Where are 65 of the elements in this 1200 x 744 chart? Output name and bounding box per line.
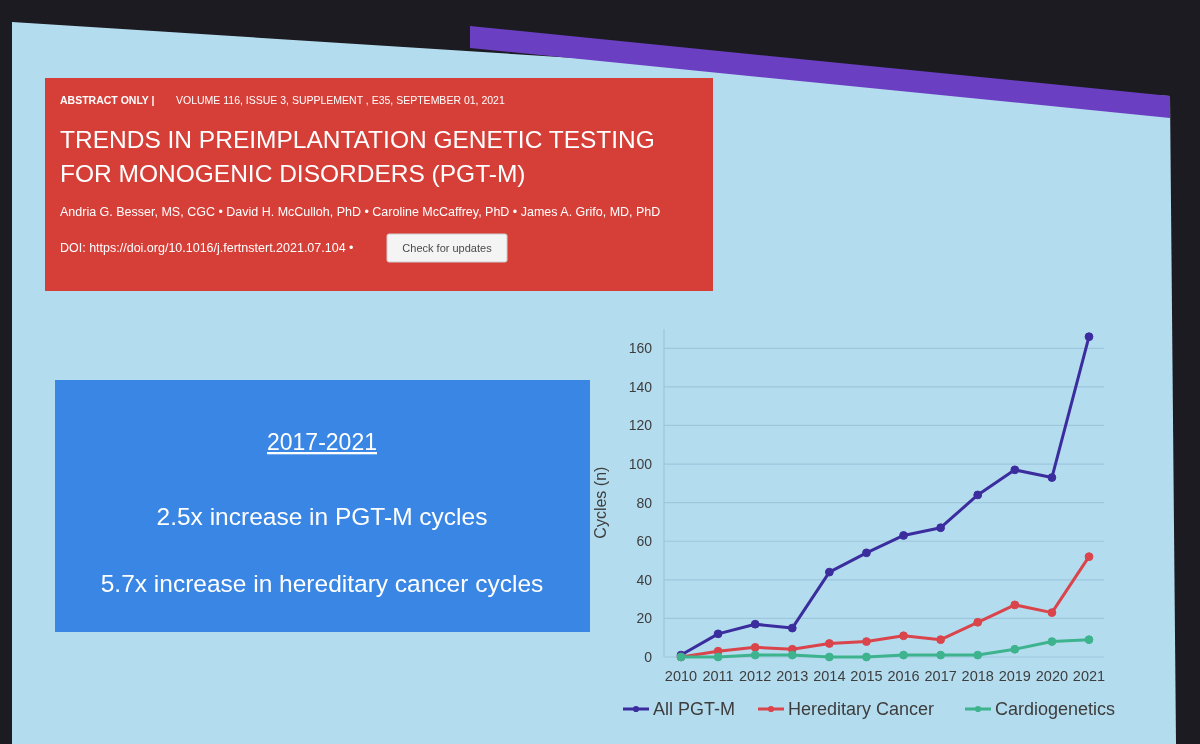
x-tick-label: 2021 bbox=[1072, 668, 1106, 684]
point bbox=[1010, 600, 1020, 610]
point bbox=[824, 652, 834, 662]
text: Andria G. Besser, MS, CGC • David H. McCulloh, PhD • Caroline McCaffrey, PhD • James A. Grifo, MD, PhD bbox=[60, 205, 661, 219]
y-tick-label: 0 bbox=[644, 648, 653, 665]
point bbox=[1084, 635, 1094, 645]
text: TRENDS IN PREIMPLANTATION GENETIC TESTING FOR MONOGENIC DISORDERS (PGT-M) bbox=[60, 126, 655, 187]
legend-label: Hereditary Cancer bbox=[788, 699, 935, 719]
x-tick-label: 2012 bbox=[739, 668, 772, 684]
y-tick-label: 140 bbox=[628, 378, 653, 395]
x-tick-label: 2019 bbox=[998, 668, 1031, 684]
x-tick-label: 2011 bbox=[702, 668, 734, 684]
y-tick-label: 160 bbox=[628, 340, 653, 357]
point bbox=[973, 650, 983, 660]
x-tick-label: 2013 bbox=[776, 668, 809, 684]
x-tick-label: 2018 bbox=[961, 668, 994, 684]
point bbox=[973, 490, 983, 500]
point bbox=[899, 531, 908, 540]
point bbox=[750, 650, 760, 660]
text: 5.7x increase in hereditary cancer cycles bbox=[100, 570, 544, 597]
x-tick-label: 2010 bbox=[664, 668, 698, 684]
y-tick-label: 100 bbox=[628, 455, 653, 472]
y-axis-title: Cycles (n) bbox=[592, 466, 609, 539]
point bbox=[1010, 644, 1020, 654]
point bbox=[713, 652, 723, 662]
text: 2.5x increase in PGT-M cycles bbox=[156, 503, 488, 530]
point bbox=[1047, 637, 1057, 646]
y-tick-label: 20 bbox=[636, 610, 653, 627]
point bbox=[973, 617, 983, 627]
point bbox=[824, 639, 834, 648]
x-tick-label: 2016 bbox=[887, 668, 920, 684]
text: ABSTRACT ONLY | bbox=[60, 94, 155, 106]
point bbox=[787, 650, 797, 660]
text: VOLUME 116, ISSUE 3, SUPPLEMENT , E35, SEPTEMBER 01, 2021 bbox=[176, 94, 505, 106]
point bbox=[899, 631, 908, 641]
point bbox=[1010, 465, 1020, 475]
point bbox=[862, 637, 871, 646]
point bbox=[1047, 473, 1057, 482]
text: Check for updates bbox=[402, 242, 493, 254]
point bbox=[862, 548, 871, 558]
y-tick-label: 60 bbox=[636, 533, 653, 550]
point bbox=[1047, 608, 1057, 618]
x-tick-label: 2017 bbox=[924, 668, 957, 684]
legend-label: All PGT-M bbox=[653, 699, 736, 719]
point bbox=[787, 623, 797, 633]
legend-label: Cardiogenetics bbox=[995, 699, 1116, 719]
x-tick-label: 2014 bbox=[813, 668, 846, 684]
point bbox=[1084, 332, 1094, 342]
point bbox=[1084, 552, 1094, 562]
x-tick-label: 2020 bbox=[1035, 668, 1069, 684]
point bbox=[824, 567, 834, 577]
point bbox=[750, 642, 760, 652]
y-tick-label: 40 bbox=[636, 571, 653, 588]
text: 2017-2021 bbox=[267, 429, 377, 455]
point bbox=[899, 650, 908, 660]
point bbox=[936, 635, 946, 645]
y-tick-label: 120 bbox=[628, 417, 653, 434]
point bbox=[862, 652, 871, 662]
x-tick-label: 2015 bbox=[850, 668, 883, 684]
point bbox=[713, 629, 723, 639]
point bbox=[750, 619, 760, 629]
point bbox=[936, 650, 946, 660]
y-tick-label: 80 bbox=[636, 494, 653, 511]
point bbox=[936, 523, 946, 533]
text: DOI: https://doi.org/10.1016/j.fertnstert.2021.07.104 • bbox=[60, 241, 354, 255]
